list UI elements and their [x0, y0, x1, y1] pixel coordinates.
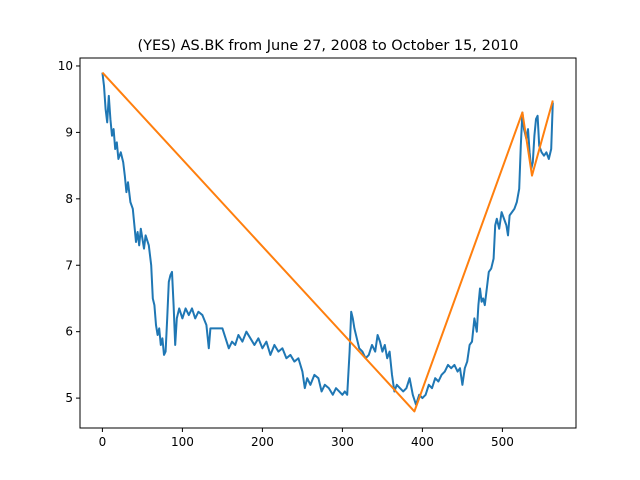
y-tick-label: 9 — [65, 125, 73, 139]
x-tick-label: 300 — [331, 435, 354, 449]
y-tick-label: 6 — [65, 325, 73, 339]
x-tick-label: 100 — [171, 435, 194, 449]
y-tick-label: 10 — [58, 59, 73, 73]
x-tick-label: 0 — [99, 435, 107, 449]
y-tick-label: 8 — [65, 192, 73, 206]
y-tick-label: 7 — [65, 258, 73, 272]
x-tick-label: 400 — [411, 435, 434, 449]
series-line-2 — [101, 71, 554, 413]
series-line-1 — [101, 72, 554, 406]
y-tick-label: 5 — [65, 391, 73, 405]
x-tick-label: 200 — [251, 435, 274, 449]
plot-lines — [101, 71, 554, 413]
y-axis: 5 6 7 8 9 10 — [58, 59, 80, 405]
plot-frame — [79, 57, 577, 429]
chart-title: (YES) AS.BK from June 27, 2008 to Octobe… — [137, 38, 518, 54]
x-tick-label: 500 — [491, 435, 514, 449]
x-axis: 0 100 200 300 400 500 — [99, 428, 514, 449]
